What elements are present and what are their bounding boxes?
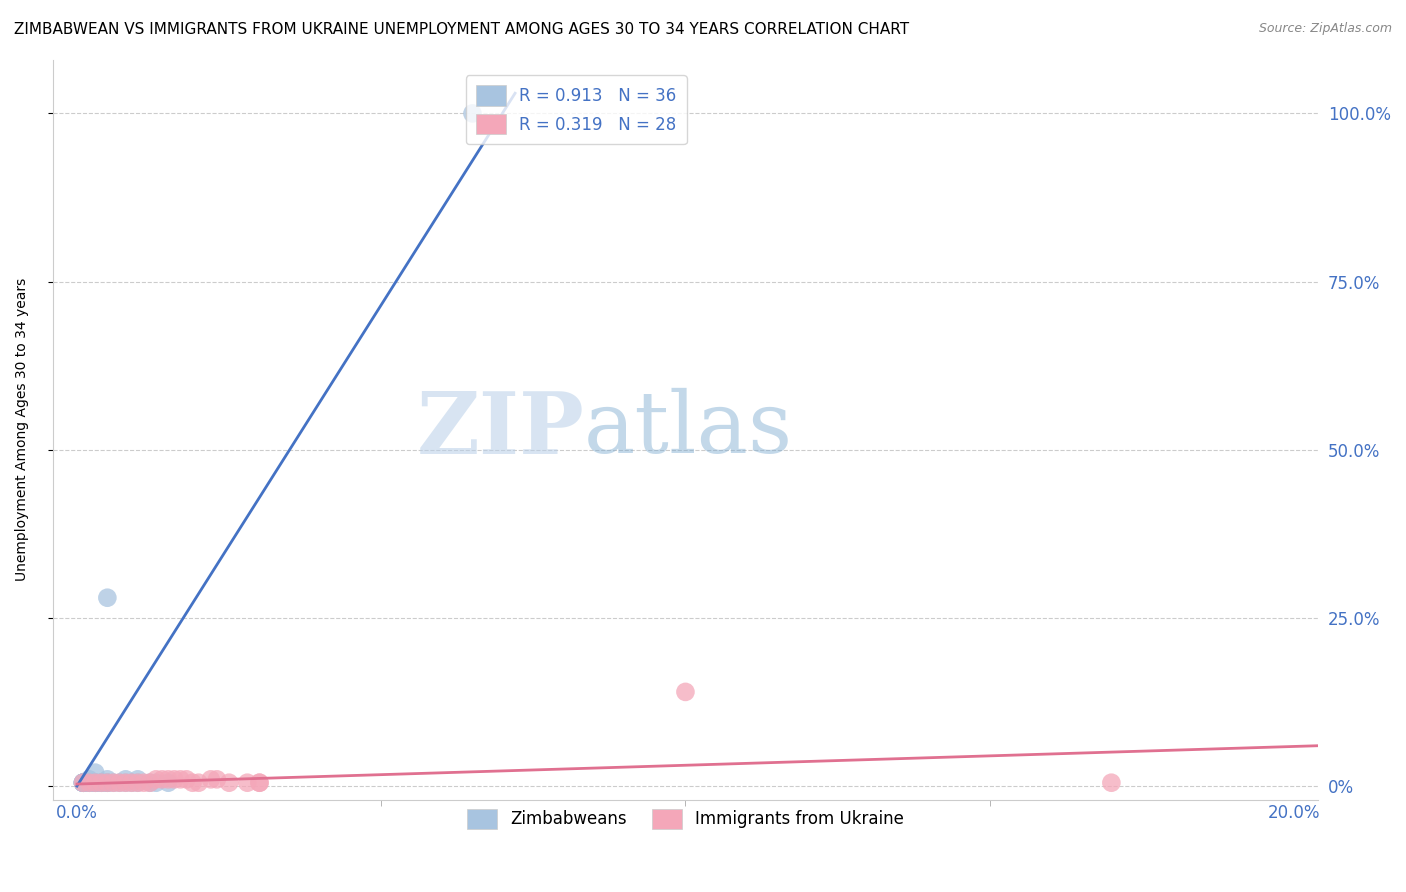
Point	[84, 775, 107, 789]
Point	[127, 775, 149, 789]
Text: ZIP: ZIP	[416, 387, 583, 472]
Point	[157, 772, 180, 787]
Point	[77, 775, 100, 789]
Point	[103, 775, 125, 789]
Point	[121, 775, 143, 789]
Point	[163, 772, 186, 787]
Point	[176, 772, 198, 787]
Point	[77, 775, 100, 789]
Point	[84, 775, 107, 789]
Point	[169, 772, 191, 787]
Point	[84, 775, 107, 789]
Legend: Zimbabweans, Immigrants from Ukraine: Zimbabweans, Immigrants from Ukraine	[460, 802, 911, 836]
Point	[72, 775, 94, 789]
Point	[96, 772, 118, 787]
Text: atlas: atlas	[583, 388, 793, 471]
Point	[72, 775, 94, 789]
Point	[108, 775, 131, 789]
Point	[114, 775, 136, 789]
Point	[675, 685, 697, 699]
Point	[72, 775, 94, 789]
Point	[72, 775, 94, 789]
Point	[132, 775, 155, 789]
Point	[72, 775, 94, 789]
Point	[205, 772, 228, 787]
Text: Source: ZipAtlas.com: Source: ZipAtlas.com	[1258, 22, 1392, 36]
Point	[1099, 775, 1122, 789]
Point	[72, 775, 94, 789]
Point	[90, 775, 112, 789]
Point	[150, 772, 173, 787]
Point	[114, 772, 136, 787]
Point	[103, 775, 125, 789]
Point	[96, 775, 118, 789]
Point	[90, 775, 112, 789]
Point	[72, 775, 94, 789]
Point	[127, 775, 149, 789]
Point	[96, 775, 118, 789]
Point	[121, 775, 143, 789]
Point	[72, 775, 94, 789]
Point	[90, 775, 112, 789]
Point	[236, 775, 259, 789]
Point	[96, 775, 118, 789]
Point	[84, 775, 107, 789]
Point	[249, 775, 271, 789]
Point	[181, 775, 204, 789]
Point	[72, 775, 94, 789]
Point	[84, 775, 107, 789]
Point	[77, 775, 100, 789]
Point	[77, 775, 100, 789]
Point	[157, 775, 180, 789]
Point	[139, 775, 162, 789]
Point	[218, 775, 240, 789]
Text: ZIMBABWEAN VS IMMIGRANTS FROM UKRAINE UNEMPLOYMENT AMONG AGES 30 TO 34 YEARS COR: ZIMBABWEAN VS IMMIGRANTS FROM UKRAINE UN…	[14, 22, 910, 37]
Point	[96, 591, 118, 605]
Point	[90, 775, 112, 789]
Y-axis label: Unemployment Among Ages 30 to 34 years: Unemployment Among Ages 30 to 34 years	[15, 278, 30, 582]
Point	[145, 775, 167, 789]
Point	[139, 775, 162, 789]
Point	[127, 772, 149, 787]
Point	[187, 775, 209, 789]
Point	[114, 775, 136, 789]
Point	[84, 765, 107, 780]
Point	[96, 775, 118, 789]
Point	[145, 772, 167, 787]
Point	[108, 775, 131, 789]
Point	[77, 772, 100, 787]
Point	[461, 106, 484, 120]
Point	[200, 772, 222, 787]
Point	[249, 775, 271, 789]
